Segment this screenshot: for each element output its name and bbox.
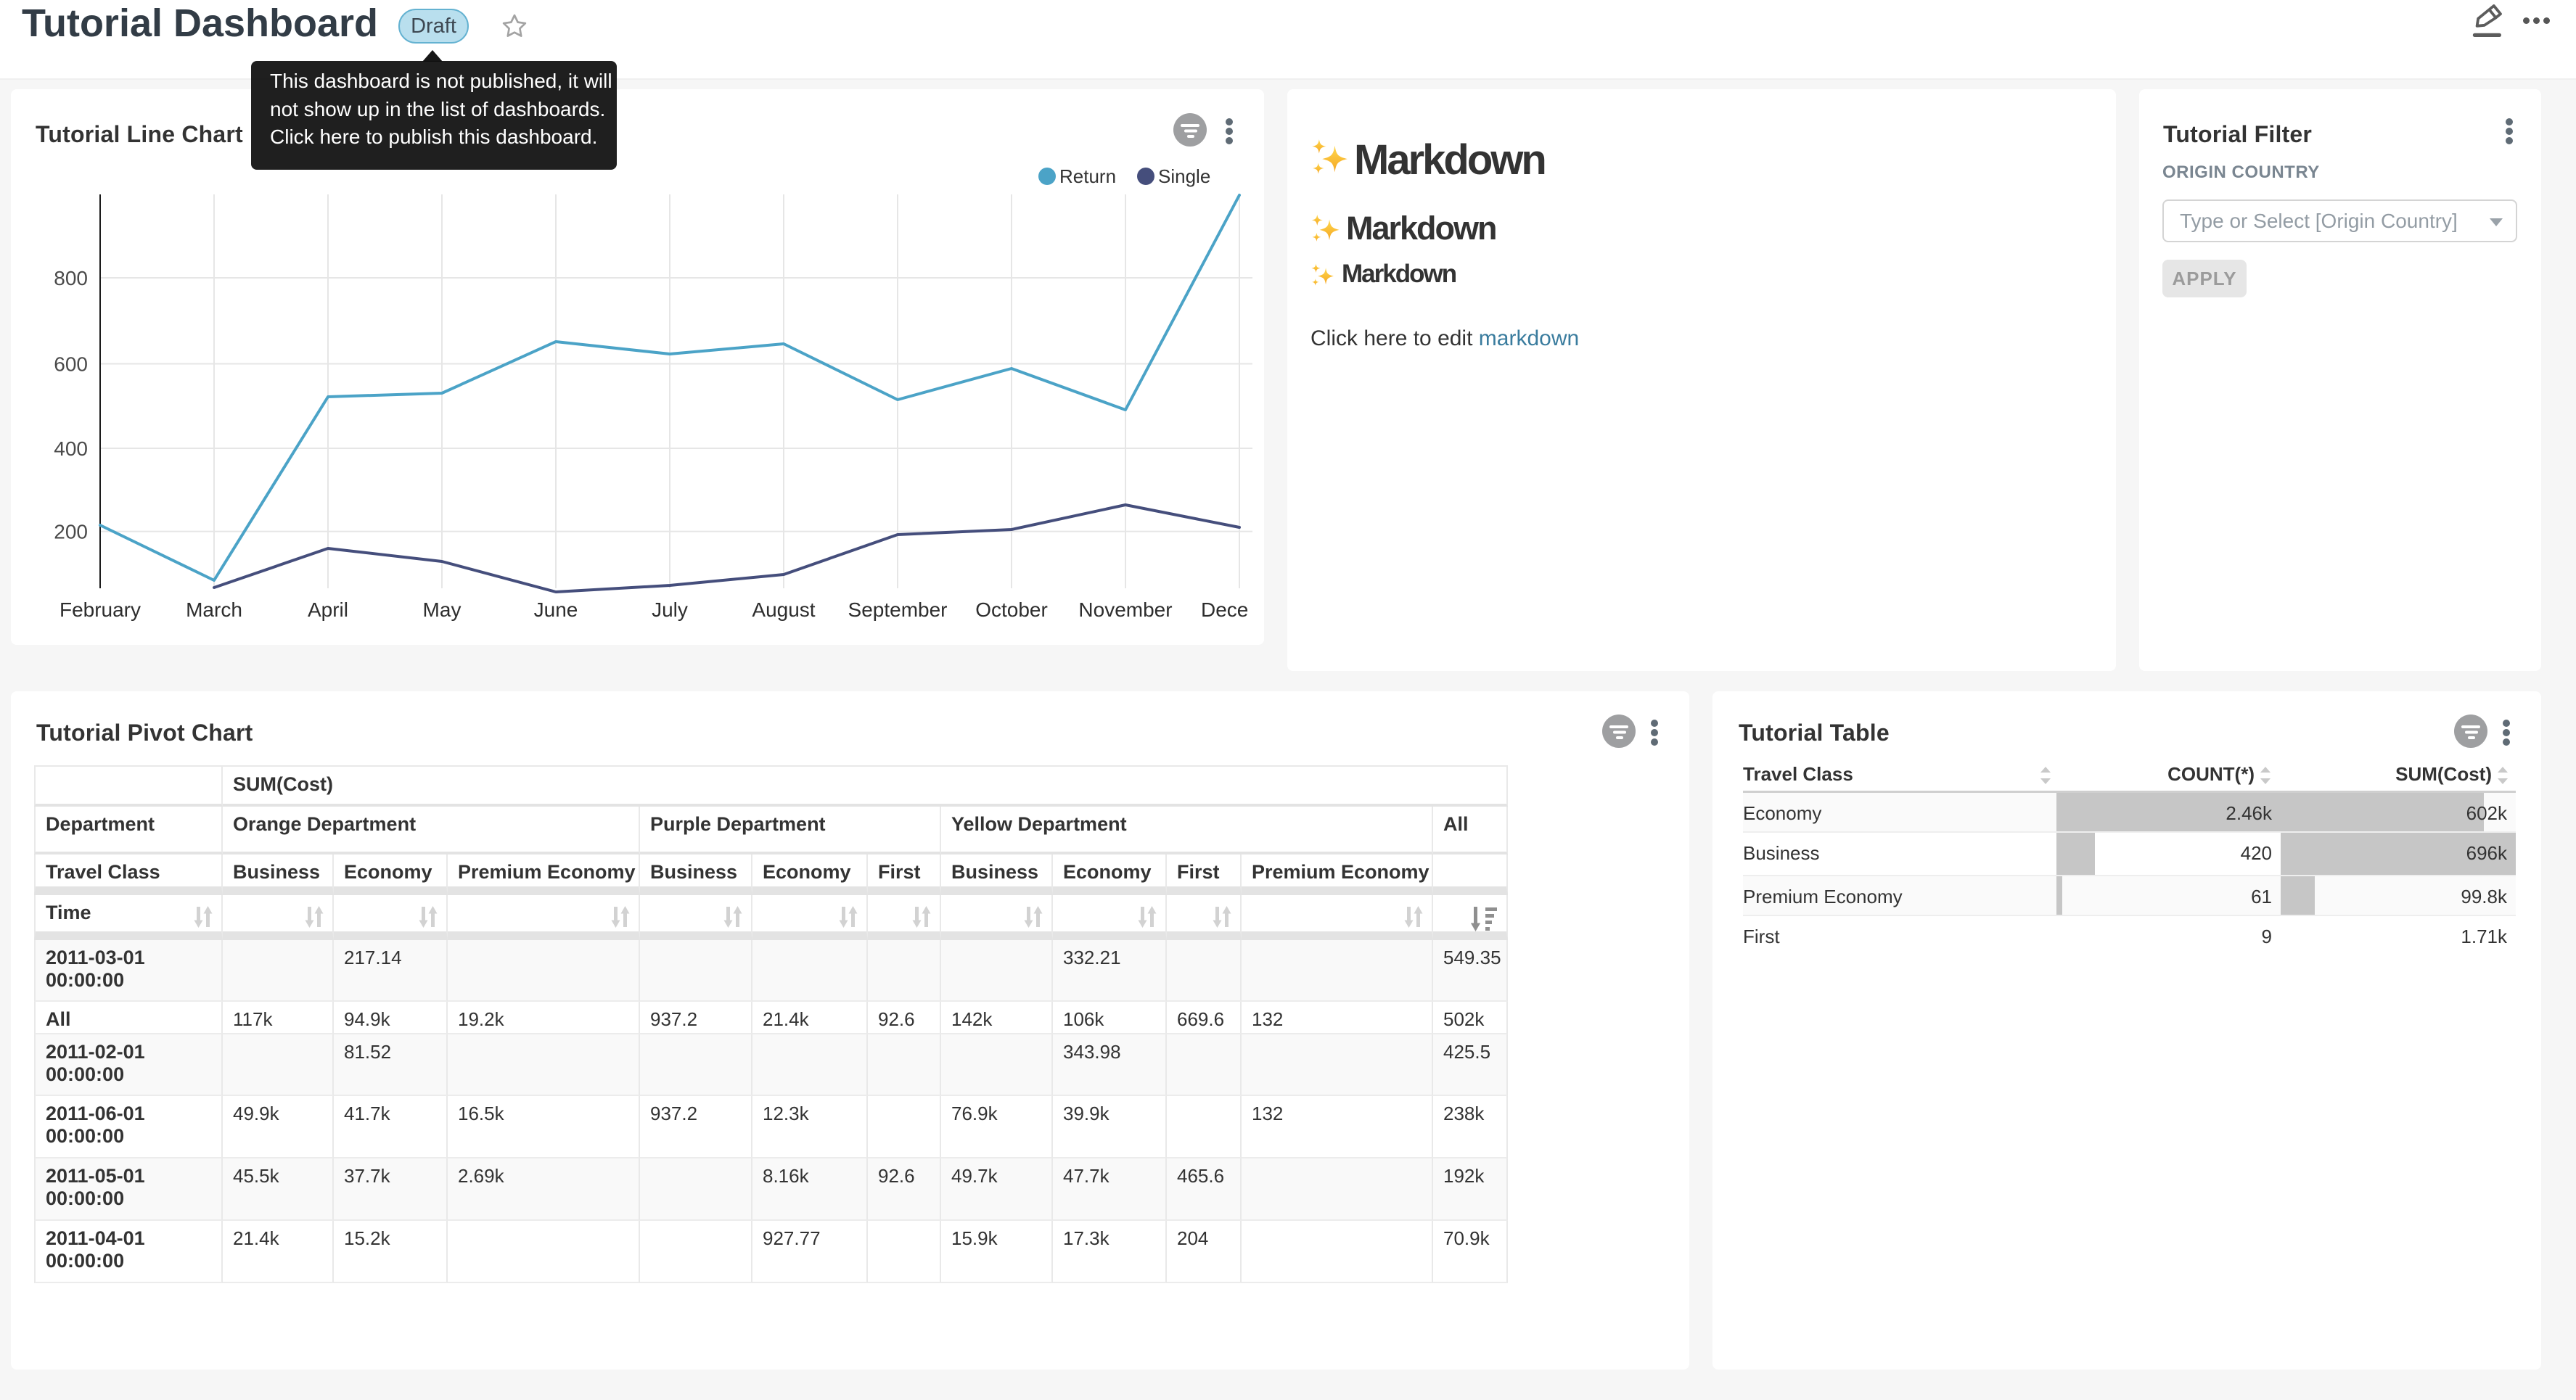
svg-text:November: November — [1078, 598, 1172, 621]
svg-text:200: 200 — [54, 521, 88, 543]
svg-text:June: June — [534, 598, 578, 621]
svg-text:August: August — [752, 598, 815, 621]
svg-text:400: 400 — [54, 437, 88, 460]
svg-text:May: May — [423, 598, 462, 621]
svg-text:October: October — [975, 598, 1048, 621]
svg-text:Return: Return — [1059, 165, 1116, 187]
svg-text:600: 600 — [54, 353, 88, 376]
svg-text:February: February — [60, 598, 141, 621]
svg-text:March: March — [186, 598, 242, 621]
svg-text:July: July — [652, 598, 688, 621]
svg-text:800: 800 — [54, 267, 88, 289]
svg-text:Dece: Dece — [1201, 598, 1248, 621]
svg-text:Single: Single — [1158, 165, 1210, 187]
svg-text:September: September — [848, 598, 948, 621]
svg-text:April: April — [308, 598, 348, 621]
